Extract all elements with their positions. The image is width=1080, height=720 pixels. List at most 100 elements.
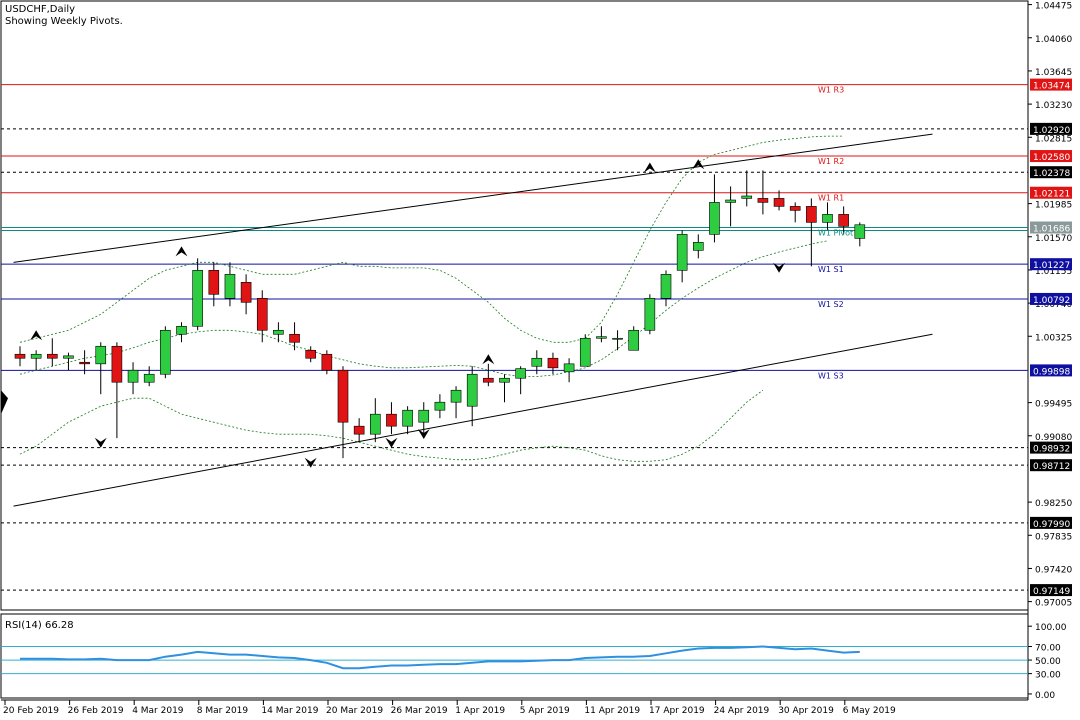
- candle[interactable]: [725, 199, 736, 203]
- fractal-up-arrow-icon: [175, 246, 188, 257]
- candle[interactable]: [499, 377, 510, 383]
- price-tick-label: 0.97005: [1035, 599, 1072, 609]
- pivot-price-tag-label: 1.01227: [1033, 261, 1070, 271]
- time-tick-label: 20 Feb 2019: [3, 706, 59, 716]
- level-price-tag[interactable]: [1030, 584, 1072, 597]
- main-plot-border: [0, 0, 1029, 611]
- rsi-line[interactable]: [20, 645, 860, 670]
- pivot-price-tag[interactable]: [1030, 150, 1072, 163]
- candle[interactable]: [579, 337, 591, 367]
- price-tick-label: 1.04060: [1035, 35, 1072, 45]
- candle[interactable]: [547, 357, 559, 369]
- candle[interactable]: [14, 353, 26, 359]
- fractal-edge-arrow-icon: [1, 390, 8, 415]
- candle[interactable]: [531, 357, 543, 367]
- level-price-tag-label: 0.98932: [1033, 445, 1070, 455]
- bollinger-band-lower: [19, 389, 764, 462]
- candle[interactable]: [369, 413, 381, 435]
- candle[interactable]: [208, 270, 220, 295]
- candle[interactable]: [741, 195, 753, 199]
- candle[interactable]: [563, 363, 575, 373]
- price-tick-label: 1.01155: [1035, 267, 1072, 277]
- candle[interactable]: [273, 329, 284, 335]
- candle[interactable]: [757, 198, 769, 203]
- level-price-tag[interactable]: [1030, 166, 1072, 179]
- trendline-lower[interactable]: [13, 333, 933, 507]
- candle[interactable]: [46, 353, 58, 359]
- candle[interactable]: [111, 345, 123, 383]
- candle[interactable]: [773, 198, 785, 207]
- price-axis[interactable]: 1.04475 1.04060 1.03645 1.03230 1.02815 1.019…: [1028, 2, 1072, 609]
- pivot-price-tag[interactable]: [1030, 186, 1072, 199]
- level-price-tag[interactable]: [1030, 459, 1072, 472]
- level-price-tag[interactable]: [1030, 122, 1072, 135]
- candle[interactable]: [644, 298, 656, 331]
- fractal-down-arrow-icon: [304, 457, 317, 468]
- candle[interactable]: [79, 361, 90, 365]
- candle[interactable]: [838, 214, 849, 227]
- time-tick-label: 24 Apr 2019: [714, 706, 770, 716]
- time-axis[interactable]: 20 Feb 2019 26 Feb 2019 4 Mar 2019 8 Mar 20…: [3, 700, 896, 716]
- candle[interactable]: [822, 214, 833, 223]
- candle[interactable]: [321, 353, 333, 371]
- candle[interactable]: [176, 325, 187, 335]
- candle[interactable]: [143, 373, 155, 383]
- candle[interactable]: [192, 270, 203, 327]
- candle[interactable]: [450, 389, 462, 403]
- candle[interactable]: [692, 242, 704, 251]
- candle[interactable]: [676, 234, 688, 271]
- pivot-price-tag[interactable]: [1030, 292, 1072, 305]
- candle[interactable]: [596, 336, 607, 339]
- candle[interactable]: [95, 345, 107, 365]
- candle[interactable]: [709, 202, 720, 235]
- rsi-tick-label: 50.00: [1035, 657, 1061, 667]
- candle[interactable]: [386, 413, 397, 427]
- level-price-tag-label: 1.02920: [1033, 126, 1070, 136]
- price-plot-area[interactable]: W1 R3 W1 R2 W1 R1 W1 Pivot W1 S1 W1 S2 W1 S3: [1, 84, 1028, 591]
- rsi-tick-label: 0.00: [1035, 691, 1055, 701]
- candle[interactable]: [515, 368, 526, 379]
- candle[interactable]: [240, 282, 252, 303]
- candle[interactable]: [628, 329, 640, 351]
- pivot-label-r1: W1 R1: [818, 194, 844, 203]
- time-tick-label: 11 Apr 2019: [584, 706, 640, 716]
- candle[interactable]: [256, 298, 268, 331]
- current-price-tag[interactable]: [1030, 221, 1072, 234]
- level-price-tag[interactable]: [1030, 441, 1072, 454]
- candle[interactable]: [160, 329, 171, 375]
- candle[interactable]: [63, 355, 74, 359]
- pivot-price-tag[interactable]: [1030, 78, 1072, 91]
- candle[interactable]: [127, 369, 139, 383]
- candle[interactable]: [806, 206, 817, 223]
- candle[interactable]: [434, 401, 446, 411]
- candle[interactable]: [353, 425, 365, 435]
- time-tick-label: 26 Mar 2019: [391, 706, 448, 716]
- rsi-tick-label: 100.00: [1035, 623, 1067, 633]
- candle[interactable]: [402, 409, 413, 427]
- candle[interactable]: [466, 373, 478, 407]
- candle[interactable]: [612, 337, 623, 340]
- pivot-price-tag[interactable]: [1030, 258, 1072, 271]
- fractal-up-arrow-icon: [643, 162, 656, 173]
- candle[interactable]: [224, 274, 236, 299]
- candle[interactable]: [854, 224, 866, 239]
- candle[interactable]: [660, 274, 672, 299]
- candle[interactable]: [483, 377, 494, 383]
- candle[interactable]: [30, 353, 42, 359]
- time-tick-label: 4 Mar 2019: [132, 706, 184, 716]
- candle[interactable]: [337, 369, 349, 423]
- price-tick-label: 1.01985: [1035, 201, 1072, 211]
- time-tick-label: 26 Feb 2019: [68, 706, 124, 716]
- candle[interactable]: [789, 206, 801, 211]
- trendline-upper[interactable]: [13, 133, 933, 263]
- pivot-price-tag-label: 1.00792: [1033, 296, 1070, 306]
- candle[interactable]: [305, 349, 317, 359]
- pivot-price-tag[interactable]: [1030, 364, 1072, 377]
- rsi-plot-border: [0, 613, 1029, 699]
- rsi-subwindow[interactable]: [1, 645, 1028, 675]
- level-price-tag-label: 0.98712: [1033, 462, 1070, 472]
- candle[interactable]: [289, 333, 300, 343]
- level-price-tag[interactable]: [1030, 516, 1072, 529]
- candle[interactable]: [418, 409, 430, 423]
